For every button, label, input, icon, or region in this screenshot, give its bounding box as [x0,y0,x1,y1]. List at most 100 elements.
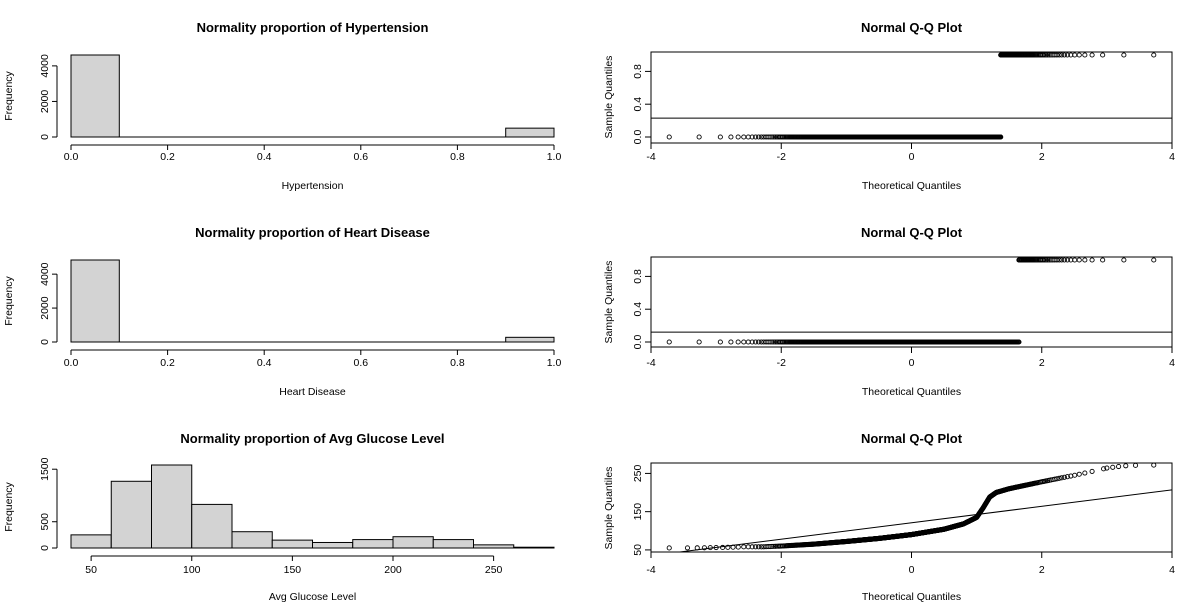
qq-point [1043,257,1049,263]
x-tick-label: 0.2 [160,357,175,369]
plot-frame [650,256,1173,348]
histogram-bar [110,480,152,549]
qq-point [1100,257,1106,263]
qq-point [998,52,1004,58]
histogram-bar [473,544,515,549]
histogram-bar [392,536,434,549]
qq-point [666,339,672,345]
qq-point [1041,257,1048,263]
qq-point [1016,257,1022,263]
x-tick-label: 2 [1039,357,1045,369]
plot-frame [650,462,1173,553]
y-tick-label: 500 [39,513,51,531]
x-axis-label: Heart Disease [279,386,346,398]
y-axis-label: Frequency [3,481,15,531]
plot-frame [650,51,1173,144]
x-tick-label: 100 [183,564,201,576]
qq-point [696,134,702,140]
qq-point [767,339,773,345]
qq-point [1082,257,1088,263]
qq-point [1064,52,1070,58]
qq-point [1054,476,1060,482]
histogram-bar [70,259,120,343]
qq-point [1054,52,1060,58]
qq-point [758,544,764,550]
qq-point [767,543,773,550]
qq-point [753,339,759,345]
qq-point [1076,471,1082,477]
x-tick-label: -4 [646,564,655,576]
qq-point [769,543,775,549]
qq-point [749,134,755,140]
x-tick-label: 0.0 [64,357,79,369]
y-tick-label: 0 [39,339,51,345]
x-tick-label: -4 [646,151,655,163]
x-axis-label: Theoretical Quantiles [862,180,961,192]
x-axis-label: Theoretical Quantiles [862,386,961,398]
x-tick-label: 4 [1169,357,1175,369]
histogram-bar [191,503,233,549]
chart-title: Normality proportion of Heart Disease [195,225,430,240]
qq-point [1056,475,1062,481]
qq-point [769,134,775,140]
histogram-bar [231,531,273,549]
y-tick-label: 0.8 [632,269,644,284]
x-tick-label: 150 [284,564,302,576]
histogram-panel-2: Normality proportion of Heart Disease Hea… [3,225,561,398]
histogram-bar [432,539,474,549]
x-tick-label: 0 [909,564,915,576]
y-tick-label: 250 [632,465,644,483]
qq-point [769,339,775,345]
qq-point [756,544,762,550]
qq-point [1151,52,1157,58]
qq-points [651,52,1172,140]
histogram-bar [151,464,193,549]
chart-title: Normal Q-Q Plot [861,20,963,35]
qq-point [1132,463,1139,468]
qq-point [1089,468,1095,474]
x-tick-label: 0.6 [353,357,368,369]
qq-panel-1: Normal Q-Q Plot Theoretical Quantiles Samp… [603,20,1175,192]
qq-point [749,544,755,550]
qq-point [684,545,691,551]
histogram-panel-1: Normality proportion of Hypertension Hype… [3,20,561,192]
qq-point [1045,52,1051,58]
qq-point [771,543,777,549]
histogram-bar [70,54,120,138]
qq-point [728,134,734,140]
qq-point [1076,52,1082,58]
qq-point [1089,257,1095,263]
x-axis-label: Avg Glucose Level [269,591,356,603]
qq-point [1046,52,1052,58]
x-axis-label: Theoretical Quantiles [862,591,961,603]
x-tick-label: 4 [1169,151,1175,163]
y-tick-label: 4000 [39,262,51,286]
qq-points [666,463,1172,552]
y-axis-label: Sample Quantiles [603,467,615,550]
x-tick-label: 50 [85,564,97,576]
y-tick-label: 2000 [39,296,51,320]
x-tick-label: -2 [777,151,786,163]
qq-reference-line [675,489,1172,552]
qq-point [1059,475,1065,481]
histogram-bar [505,127,555,138]
qq-point [1064,257,1070,263]
y-tick-label: 150 [632,503,644,521]
qq-point [771,134,777,140]
qq-point [720,544,726,551]
x-tick-label: 0.8 [450,357,465,369]
x-tick-label: 0.6 [353,151,368,163]
qq-point [1043,52,1049,58]
qq-point [756,339,762,345]
qq-point [1104,465,1110,471]
qq-point [666,545,672,551]
x-tick-label: 0.4 [257,357,272,369]
qq-point [728,339,734,345]
qq-point [741,134,747,140]
x-tick-label: 2 [1039,564,1045,576]
x-tick-label: 0.4 [257,151,272,163]
y-tick-label: 0 [39,545,51,551]
qq-point [701,545,707,551]
qq-point [1121,257,1127,263]
